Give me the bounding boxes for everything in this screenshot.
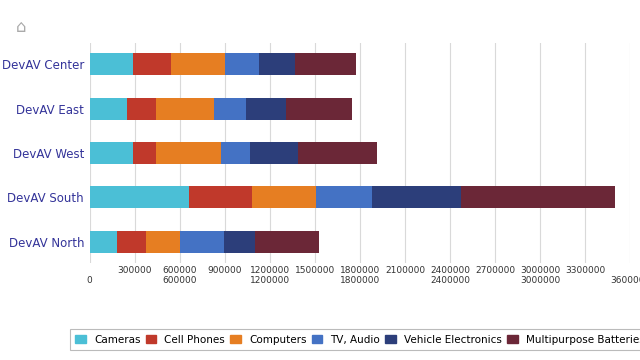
Bar [250,142,298,164]
Bar [146,231,180,253]
Bar [90,98,127,120]
Text: ⌂: ⌂ [16,18,26,36]
Bar [221,142,250,164]
Bar [286,98,353,120]
Bar [252,186,316,208]
Bar [255,231,319,253]
Bar [214,98,246,120]
Legend: Cameras, Cell Phones, Computers, TV, Audio, Vehicle Electronics, Multipurpose Ba: Cameras, Cell Phones, Computers, TV, Aud… [70,329,640,350]
Bar [316,186,372,208]
Bar [90,142,133,164]
Bar [156,142,221,164]
Bar [294,53,356,75]
Bar [259,53,294,75]
Bar [133,142,156,164]
Bar [156,98,214,120]
Bar [116,231,146,253]
Bar [246,98,286,120]
Bar [127,98,156,120]
Bar [90,53,133,75]
Bar [298,142,377,164]
Bar [90,186,189,208]
Bar [90,231,116,253]
Bar [225,53,259,75]
Bar [171,53,225,75]
Bar [224,231,255,253]
Bar [180,231,224,253]
Bar [189,186,252,208]
Bar [133,53,171,75]
Bar [372,186,461,208]
Bar [461,186,616,208]
